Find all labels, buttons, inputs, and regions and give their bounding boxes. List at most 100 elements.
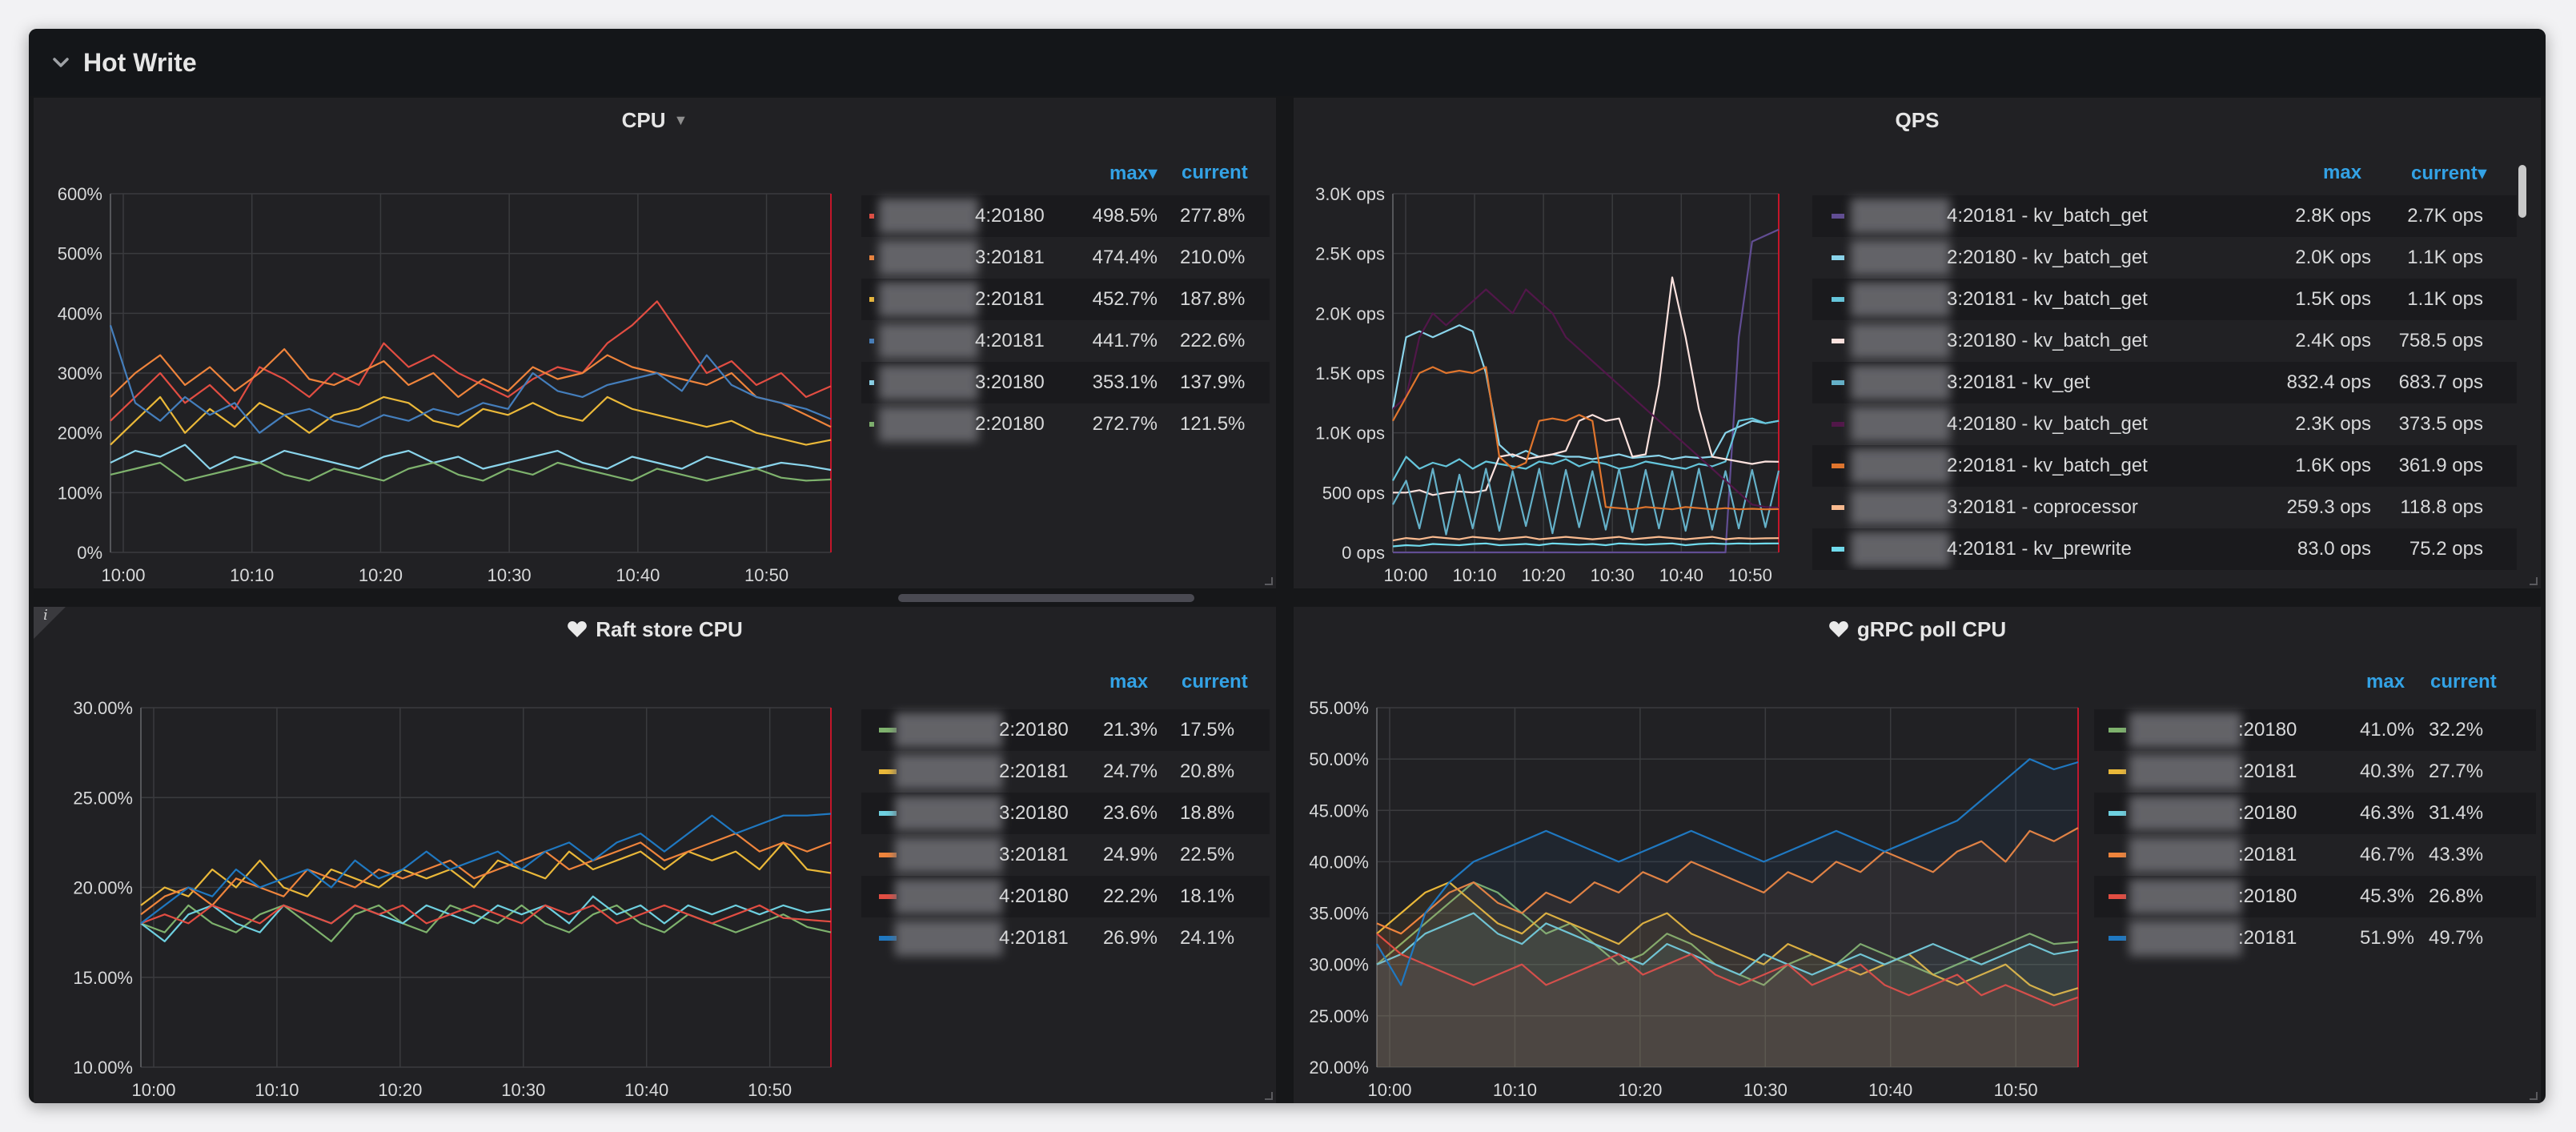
legend-header-max[interactable]: max	[2366, 671, 2405, 692]
series-line[interactable]	[140, 833, 832, 916]
legend-item[interactable]: :20180 45.3% 26.8%	[2094, 876, 2536, 917]
series-line[interactable]	[140, 904, 832, 925]
resize-handle[interactable]	[2530, 577, 2538, 585]
legend-item[interactable]: :20180 41.0% 32.2%	[2094, 709, 2536, 751]
legend-item[interactable]: 3:20180 353.1% 137.9%	[861, 362, 1270, 403]
panel-grpc[interactable]: gRPC poll CPU 20.00% 25.00% 30.00% 35.00% 40…	[1294, 607, 2541, 1103]
chevron-down-icon[interactable]	[45, 46, 77, 78]
series-line[interactable]	[110, 461, 832, 482]
legend-item[interactable]: 3:20180 - kv_batch_get 2.4K ops 758.5 ops	[1812, 320, 2517, 362]
legend-swatch[interactable]	[1832, 297, 1844, 302]
series-line[interactable]	[1376, 827, 2079, 935]
legend-swatch[interactable]	[2109, 811, 2126, 816]
series-line[interactable]	[1391, 324, 1780, 460]
legend-swatch[interactable]	[1832, 422, 1844, 427]
legend-item[interactable]: 2:20180 21.3% 17.5%	[861, 709, 1270, 751]
legend-swatch[interactable]	[1832, 547, 1844, 552]
legend-item[interactable]: 4:20181 441.7% 222.6%	[861, 320, 1270, 362]
series-line[interactable]	[140, 813, 832, 925]
legend-header-current[interactable]: current	[1182, 162, 1248, 183]
legend-item[interactable]: 4:20181 - kv_batch_get 2.8K ops 2.7K ops	[1812, 195, 2517, 237]
series-line[interactable]	[1376, 758, 2079, 986]
legend-swatch[interactable]	[1832, 464, 1844, 468]
legend-swatch[interactable]	[879, 853, 897, 857]
legend-swatch[interactable]	[869, 214, 874, 219]
qps-chart[interactable]: 0 ops 500 ops 1.0K ops 1.5K ops 2.0K ops 2.5K…	[1294, 98, 2541, 588]
legend-swatch[interactable]	[869, 422, 874, 427]
series-line[interactable]	[109, 324, 832, 434]
legend-item[interactable]: :20180 46.3% 31.4%	[2094, 793, 2536, 834]
panel-title[interactable]: CPU ▼	[34, 98, 1276, 143]
legend-header-current[interactable]: current	[1182, 671, 1248, 692]
grpc-chart[interactable]: 20.00% 25.00% 30.00% 35.00% 40.00% 45.00% 50.0…	[1294, 607, 2541, 1103]
legend-swatch[interactable]	[869, 297, 874, 302]
legend-header-max[interactable]: max	[1109, 671, 1149, 692]
legend-item[interactable]: 4:20181 - kv_prewrite 83.0 ops 75.2 ops	[1812, 528, 2517, 570]
series-line[interactable]	[1392, 542, 1780, 548]
legend-swatch[interactable]	[1832, 380, 1844, 385]
series-line[interactable]	[110, 444, 832, 472]
legend-swatch[interactable]	[869, 339, 874, 343]
legend-swatch[interactable]	[2109, 936, 2126, 941]
legend-swatch[interactable]	[1832, 505, 1844, 510]
legend-item[interactable]: 2:20180 272.7% 121.5%	[861, 403, 1270, 445]
legend-swatch[interactable]	[879, 728, 897, 733]
info-corner[interactable]: i	[34, 607, 66, 639]
panel-cpu[interactable]: CPU ▼ 0% 100% 200% 300% 400% 500% 600% 10:00 10:…	[34, 98, 1276, 602]
panel-qps[interactable]: QPS 0 ops 500 ops 1.0K ops 1.5K ops 2.0K ops…	[1294, 98, 2541, 588]
legend-swatch[interactable]	[1832, 255, 1844, 260]
cpu-chart[interactable]: 0% 100% 200% 300% 400% 500% 600% 10:00 10:10 10:2…	[34, 98, 1276, 588]
legend-header-max[interactable]: max	[2323, 162, 2362, 183]
legend-header-max[interactable]: max▾	[1109, 163, 1158, 184]
legend-item[interactable]: 2:20181 24.7% 20.8%	[861, 751, 1270, 793]
legend-item[interactable]: 4:20180 498.5% 277.8%	[861, 195, 1270, 237]
legend-item[interactable]: 3:20180 23.6% 18.8%	[861, 793, 1270, 834]
raft-chart[interactable]: 10.00% 15.00% 20.00% 25.00% 30.00% 10:00 10:10…	[34, 607, 1276, 1103]
series-line[interactable]	[1392, 468, 1780, 536]
caret-down-icon[interactable]: ▼	[673, 111, 688, 128]
series-line[interactable]	[140, 895, 832, 942]
series-line[interactable]	[1376, 912, 2079, 976]
series-line[interactable]	[1392, 417, 1780, 481]
legend-swatch[interactable]	[879, 811, 897, 816]
series-line[interactable]	[1376, 933, 2079, 1007]
series-line[interactable]	[1392, 366, 1780, 511]
legend-item[interactable]: 3:20181 - kv_batch_get 1.5K ops 1.1K ops	[1812, 279, 2517, 320]
legend-item[interactable]: 3:20181 - kv_get 832.4 ops 683.7 ops	[1812, 362, 2517, 403]
legend-item[interactable]: 2:20181 452.7% 187.8%	[861, 279, 1270, 320]
series-line[interactable]	[110, 395, 832, 446]
row-header[interactable]: Hot Write	[29, 29, 2546, 96]
resize-handle[interactable]	[1265, 577, 1273, 585]
legend-scrollbar[interactable]	[2518, 165, 2526, 218]
info-icon[interactable]: i	[43, 607, 48, 624]
legend-swatch[interactable]	[2109, 853, 2126, 857]
legend-swatch[interactable]	[2109, 769, 2126, 774]
panel-title[interactable]: Raft store CPU	[34, 607, 1276, 652]
legend-swatch[interactable]	[869, 255, 874, 260]
series-line[interactable]	[1392, 288, 1780, 509]
series-line[interactable]	[140, 904, 832, 942]
legend-swatch[interactable]	[2109, 728, 2126, 733]
legend-swatch[interactable]	[2109, 894, 2126, 899]
legend-item[interactable]: :20181 51.9% 49.7%	[2094, 917, 2536, 959]
series-line[interactable]	[110, 348, 832, 428]
series-line[interactable]	[110, 300, 832, 422]
series-line[interactable]	[1393, 228, 1780, 554]
legend-item[interactable]: 3:20181 24.9% 22.5%	[861, 834, 1270, 876]
legend-swatch[interactable]	[869, 380, 874, 385]
series-line[interactable]	[1392, 536, 1780, 542]
legend-swatch[interactable]	[879, 936, 897, 941]
panel-title[interactable]: gRPC poll CPU	[1294, 607, 2541, 652]
legend-header-current[interactable]: current▾	[2411, 163, 2487, 184]
legend-header-current[interactable]: current	[2430, 671, 2497, 692]
legend-item[interactable]: 4:20181 26.9% 24.1%	[861, 917, 1270, 959]
resize-handle[interactable]	[1265, 1092, 1273, 1100]
legend-item[interactable]: 2:20180 - kv_batch_get 2.0K ops 1.1K ops	[1812, 237, 2517, 279]
legend-item[interactable]: 4:20180 - kv_batch_get 2.3K ops 373.5 ops	[1812, 403, 2517, 445]
legend-scrollbar[interactable]	[898, 594, 1194, 602]
legend-item[interactable]: 3:20181 474.4% 210.0%	[861, 237, 1270, 279]
legend-item[interactable]: 3:20181 - coprocessor 259.3 ops 118.8 ops	[1812, 487, 2517, 528]
legend-item[interactable]: 2:20181 - kv_batch_get 1.6K ops 361.9 ops	[1812, 445, 2517, 487]
legend-item[interactable]: 4:20180 22.2% 18.1%	[861, 876, 1270, 917]
legend-item[interactable]: :20181 46.7% 43.3%	[2094, 834, 2536, 876]
